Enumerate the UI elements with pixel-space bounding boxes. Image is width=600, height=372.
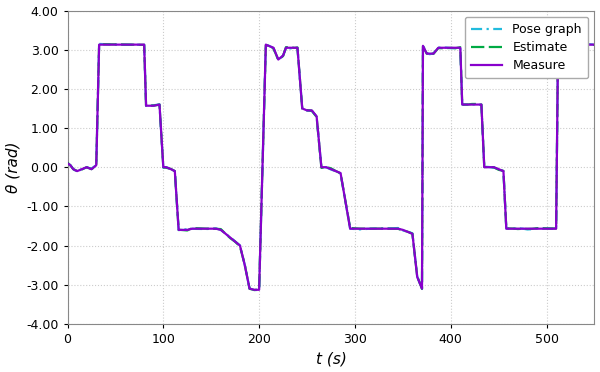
Pose graph xyxy=(64,161,71,166)
Measure xyxy=(188,227,196,231)
Measure xyxy=(562,42,569,47)
Line: Pose graph: Pose graph xyxy=(68,44,595,290)
Estimate xyxy=(577,42,584,46)
Pose graph xyxy=(577,43,584,48)
Pose graph xyxy=(572,42,579,46)
Measure xyxy=(419,44,427,48)
Measure xyxy=(95,42,103,47)
Estimate xyxy=(251,288,258,292)
Estimate xyxy=(418,286,425,291)
Pose graph xyxy=(184,227,191,231)
Measure xyxy=(577,42,584,47)
Pose graph xyxy=(554,43,562,48)
Estimate xyxy=(217,227,224,231)
Pose graph xyxy=(366,227,373,231)
X-axis label: t (s): t (s) xyxy=(316,352,346,366)
Estimate xyxy=(366,227,373,231)
Pose graph xyxy=(418,287,425,291)
Estimate xyxy=(554,44,562,48)
Estimate xyxy=(64,160,71,165)
Estimate xyxy=(591,42,598,47)
Estimate xyxy=(572,42,579,47)
Y-axis label: θ (rad): θ (rad) xyxy=(5,141,20,193)
Measure xyxy=(375,227,382,231)
Pose graph xyxy=(591,42,598,47)
Measure xyxy=(251,288,258,292)
Measure xyxy=(64,161,71,166)
Line: Estimate: Estimate xyxy=(68,44,595,290)
Measure xyxy=(591,42,598,47)
Estimate xyxy=(184,228,191,233)
Measure xyxy=(222,231,229,236)
Legend: Pose graph, Estimate, Measure: Pose graph, Estimate, Measure xyxy=(465,17,588,78)
Pose graph xyxy=(217,228,224,232)
Pose graph xyxy=(251,288,258,292)
Line: Measure: Measure xyxy=(68,45,595,290)
